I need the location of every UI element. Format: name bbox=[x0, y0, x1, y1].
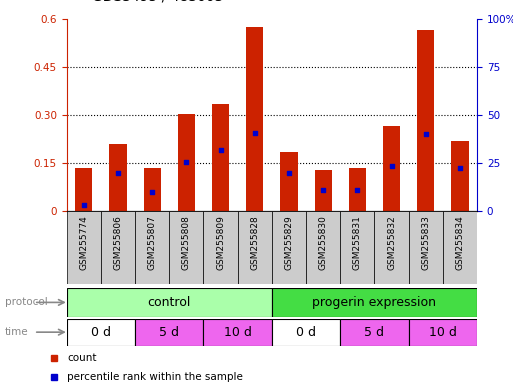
Bar bbox=[204, 211, 238, 284]
Point bbox=[80, 202, 88, 208]
Bar bbox=[374, 211, 409, 284]
Text: 0 d: 0 d bbox=[91, 326, 111, 339]
Bar bbox=[281, 152, 298, 211]
Bar bbox=[417, 30, 435, 211]
Bar bbox=[383, 126, 400, 211]
Bar bbox=[238, 211, 272, 284]
Point bbox=[216, 147, 225, 154]
Bar bbox=[349, 168, 366, 211]
Text: GSM255774: GSM255774 bbox=[80, 215, 88, 270]
Text: control: control bbox=[148, 296, 191, 309]
Bar bbox=[272, 211, 306, 284]
Bar bbox=[144, 168, 161, 211]
Bar bbox=[314, 170, 332, 211]
Bar bbox=[178, 114, 195, 211]
Point bbox=[353, 187, 362, 194]
Bar bbox=[340, 211, 374, 284]
Point bbox=[285, 170, 293, 176]
Bar bbox=[409, 211, 443, 284]
Point bbox=[148, 189, 156, 195]
Bar bbox=[169, 211, 204, 284]
Text: GSM255828: GSM255828 bbox=[250, 215, 259, 270]
Bar bbox=[67, 288, 272, 317]
Bar bbox=[443, 211, 477, 284]
Point bbox=[422, 131, 430, 137]
Text: percentile rank within the sample: percentile rank within the sample bbox=[67, 372, 243, 382]
Text: GSM255809: GSM255809 bbox=[216, 215, 225, 270]
Bar bbox=[246, 27, 263, 211]
Text: GDS3495 / 483003: GDS3495 / 483003 bbox=[92, 0, 224, 4]
Bar bbox=[272, 319, 340, 346]
Bar bbox=[409, 319, 477, 346]
Point bbox=[251, 130, 259, 136]
Bar bbox=[204, 319, 272, 346]
Bar bbox=[101, 211, 135, 284]
Bar bbox=[135, 211, 169, 284]
Point bbox=[114, 170, 122, 176]
Point bbox=[456, 165, 464, 171]
Point bbox=[319, 187, 327, 194]
Text: GSM255808: GSM255808 bbox=[182, 215, 191, 270]
Bar bbox=[451, 141, 468, 211]
Text: protocol: protocol bbox=[5, 297, 48, 308]
Bar bbox=[67, 319, 135, 346]
Text: GSM255831: GSM255831 bbox=[353, 215, 362, 270]
Text: GSM255830: GSM255830 bbox=[319, 215, 328, 270]
Bar bbox=[306, 211, 340, 284]
Text: GSM255834: GSM255834 bbox=[456, 215, 464, 270]
Text: time: time bbox=[5, 327, 29, 337]
Bar bbox=[340, 319, 409, 346]
Bar bbox=[109, 144, 127, 211]
Text: GSM255806: GSM255806 bbox=[113, 215, 123, 270]
Bar bbox=[135, 319, 204, 346]
Text: GSM255829: GSM255829 bbox=[285, 215, 293, 270]
Bar bbox=[212, 104, 229, 211]
Text: 5 d: 5 d bbox=[160, 326, 179, 339]
Bar bbox=[75, 168, 92, 211]
Text: 5 d: 5 d bbox=[365, 326, 384, 339]
Point bbox=[387, 163, 396, 169]
Text: progerin expression: progerin expression bbox=[312, 296, 437, 309]
Text: 0 d: 0 d bbox=[296, 326, 316, 339]
Text: 10 d: 10 d bbox=[224, 326, 252, 339]
Text: 10 d: 10 d bbox=[429, 326, 457, 339]
Bar bbox=[67, 211, 101, 284]
Bar bbox=[272, 288, 477, 317]
Text: count: count bbox=[67, 353, 97, 363]
Text: GSM255807: GSM255807 bbox=[148, 215, 156, 270]
Text: GSM255832: GSM255832 bbox=[387, 215, 396, 270]
Point bbox=[182, 159, 190, 165]
Text: GSM255833: GSM255833 bbox=[421, 215, 430, 270]
